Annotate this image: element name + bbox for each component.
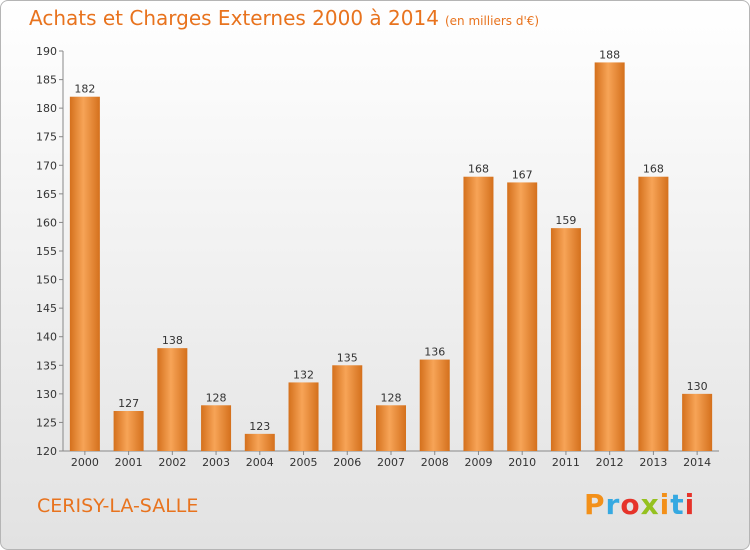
bar [244, 433, 275, 451]
x-tick-label: 2007 [377, 456, 405, 469]
logo-letter: i [659, 488, 671, 521]
bar [463, 176, 494, 451]
data-label: 168 [468, 163, 489, 176]
data-label: 135 [337, 351, 358, 364]
x-tick-label: 2014 [683, 456, 711, 469]
logo-letter: o [620, 488, 641, 521]
x-tick-label: 2012 [596, 456, 624, 469]
data-label: 136 [424, 346, 445, 359]
data-label: 132 [293, 368, 314, 381]
logo-letter: r [605, 488, 621, 521]
chart-subtitle: (en milliers d'€) [444, 14, 540, 28]
logo-letter: x [640, 488, 660, 521]
x-tick-label: 2003 [202, 456, 230, 469]
y-tick-label: 175 [36, 131, 57, 144]
bar [682, 393, 713, 451]
bar [113, 411, 144, 451]
data-label: 128 [206, 391, 227, 404]
data-label: 159 [555, 214, 576, 227]
y-tick-label: 180 [36, 102, 57, 115]
data-label: 138 [162, 334, 183, 347]
y-tick-label: 160 [36, 216, 57, 229]
x-tick-label: 2008 [421, 456, 449, 469]
bar [288, 382, 319, 451]
x-tick-label: 2005 [290, 456, 318, 469]
x-tick-label: 2001 [115, 456, 143, 469]
bar [201, 405, 232, 451]
bar [550, 228, 581, 451]
bar [419, 359, 450, 451]
data-label: 182 [74, 83, 95, 96]
y-tick-label: 140 [36, 331, 57, 344]
bar [638, 176, 669, 451]
logo-letter: P [584, 488, 606, 521]
x-tick-label: 2000 [71, 456, 99, 469]
data-label: 188 [599, 48, 620, 61]
x-tick-label: 2009 [464, 456, 492, 469]
bar [157, 348, 188, 451]
bar [332, 365, 363, 451]
bar [507, 182, 538, 451]
y-tick-label: 165 [36, 188, 57, 201]
y-tick-label: 120 [36, 445, 57, 458]
y-tick-label: 145 [36, 302, 57, 315]
proxiti-logo: Proxiti [584, 488, 695, 521]
data-label: 123 [249, 420, 270, 433]
x-tick-label: 2010 [508, 456, 536, 469]
data-label: 167 [512, 168, 533, 181]
x-tick-label: 2006 [333, 456, 361, 469]
bar [69, 96, 100, 451]
location-name: CERISY-LA-SALLE [37, 495, 199, 517]
y-tick-label: 155 [36, 245, 57, 258]
y-tick-label: 130 [36, 388, 57, 401]
data-label: 127 [118, 397, 139, 410]
x-tick-label: 2002 [158, 456, 186, 469]
logo-letter: i [684, 488, 696, 521]
chart-title: Achats et Charges Externes 2000 à 2014 (e… [29, 6, 539, 30]
x-tick-label: 2004 [246, 456, 274, 469]
data-label: 128 [381, 391, 402, 404]
data-label: 130 [687, 380, 708, 393]
data-label: 168 [643, 163, 664, 176]
y-tick-label: 185 [36, 74, 57, 87]
y-tick-label: 125 [36, 416, 57, 429]
y-tick-label: 170 [36, 159, 57, 172]
bar [376, 405, 406, 451]
chart-title-text: Achats et Charges Externes 2000 à 2014 [29, 6, 439, 30]
logo-letter: t [670, 488, 685, 521]
y-tick-label: 135 [36, 359, 57, 372]
x-tick-label: 2013 [639, 456, 667, 469]
y-tick-label: 150 [36, 274, 57, 287]
bar [594, 62, 625, 452]
y-tick-label: 190 [36, 45, 57, 58]
x-tick-label: 2011 [552, 456, 580, 469]
